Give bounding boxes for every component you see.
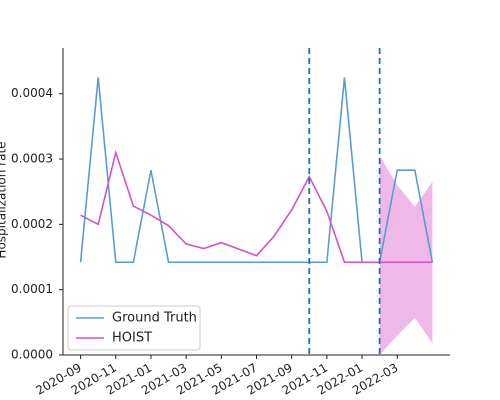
legend-label: Ground Truth: [112, 311, 197, 326]
y-tick-label: 0.0003: [11, 152, 53, 166]
uncertainty-band: [379, 155, 433, 355]
y-tick-label: 0.0002: [11, 217, 53, 231]
legend-box: [67, 305, 201, 351]
series-line: [80, 149, 433, 264]
legend-label: HOIST: [112, 331, 152, 346]
y-tick-label: 0.0004: [11, 86, 53, 100]
y-axis-label: Hospitalization rate: [0, 141, 9, 258]
y-tick-label: 0.0001: [11, 282, 53, 296]
y-tick-label: 0.0000: [11, 348, 53, 362]
